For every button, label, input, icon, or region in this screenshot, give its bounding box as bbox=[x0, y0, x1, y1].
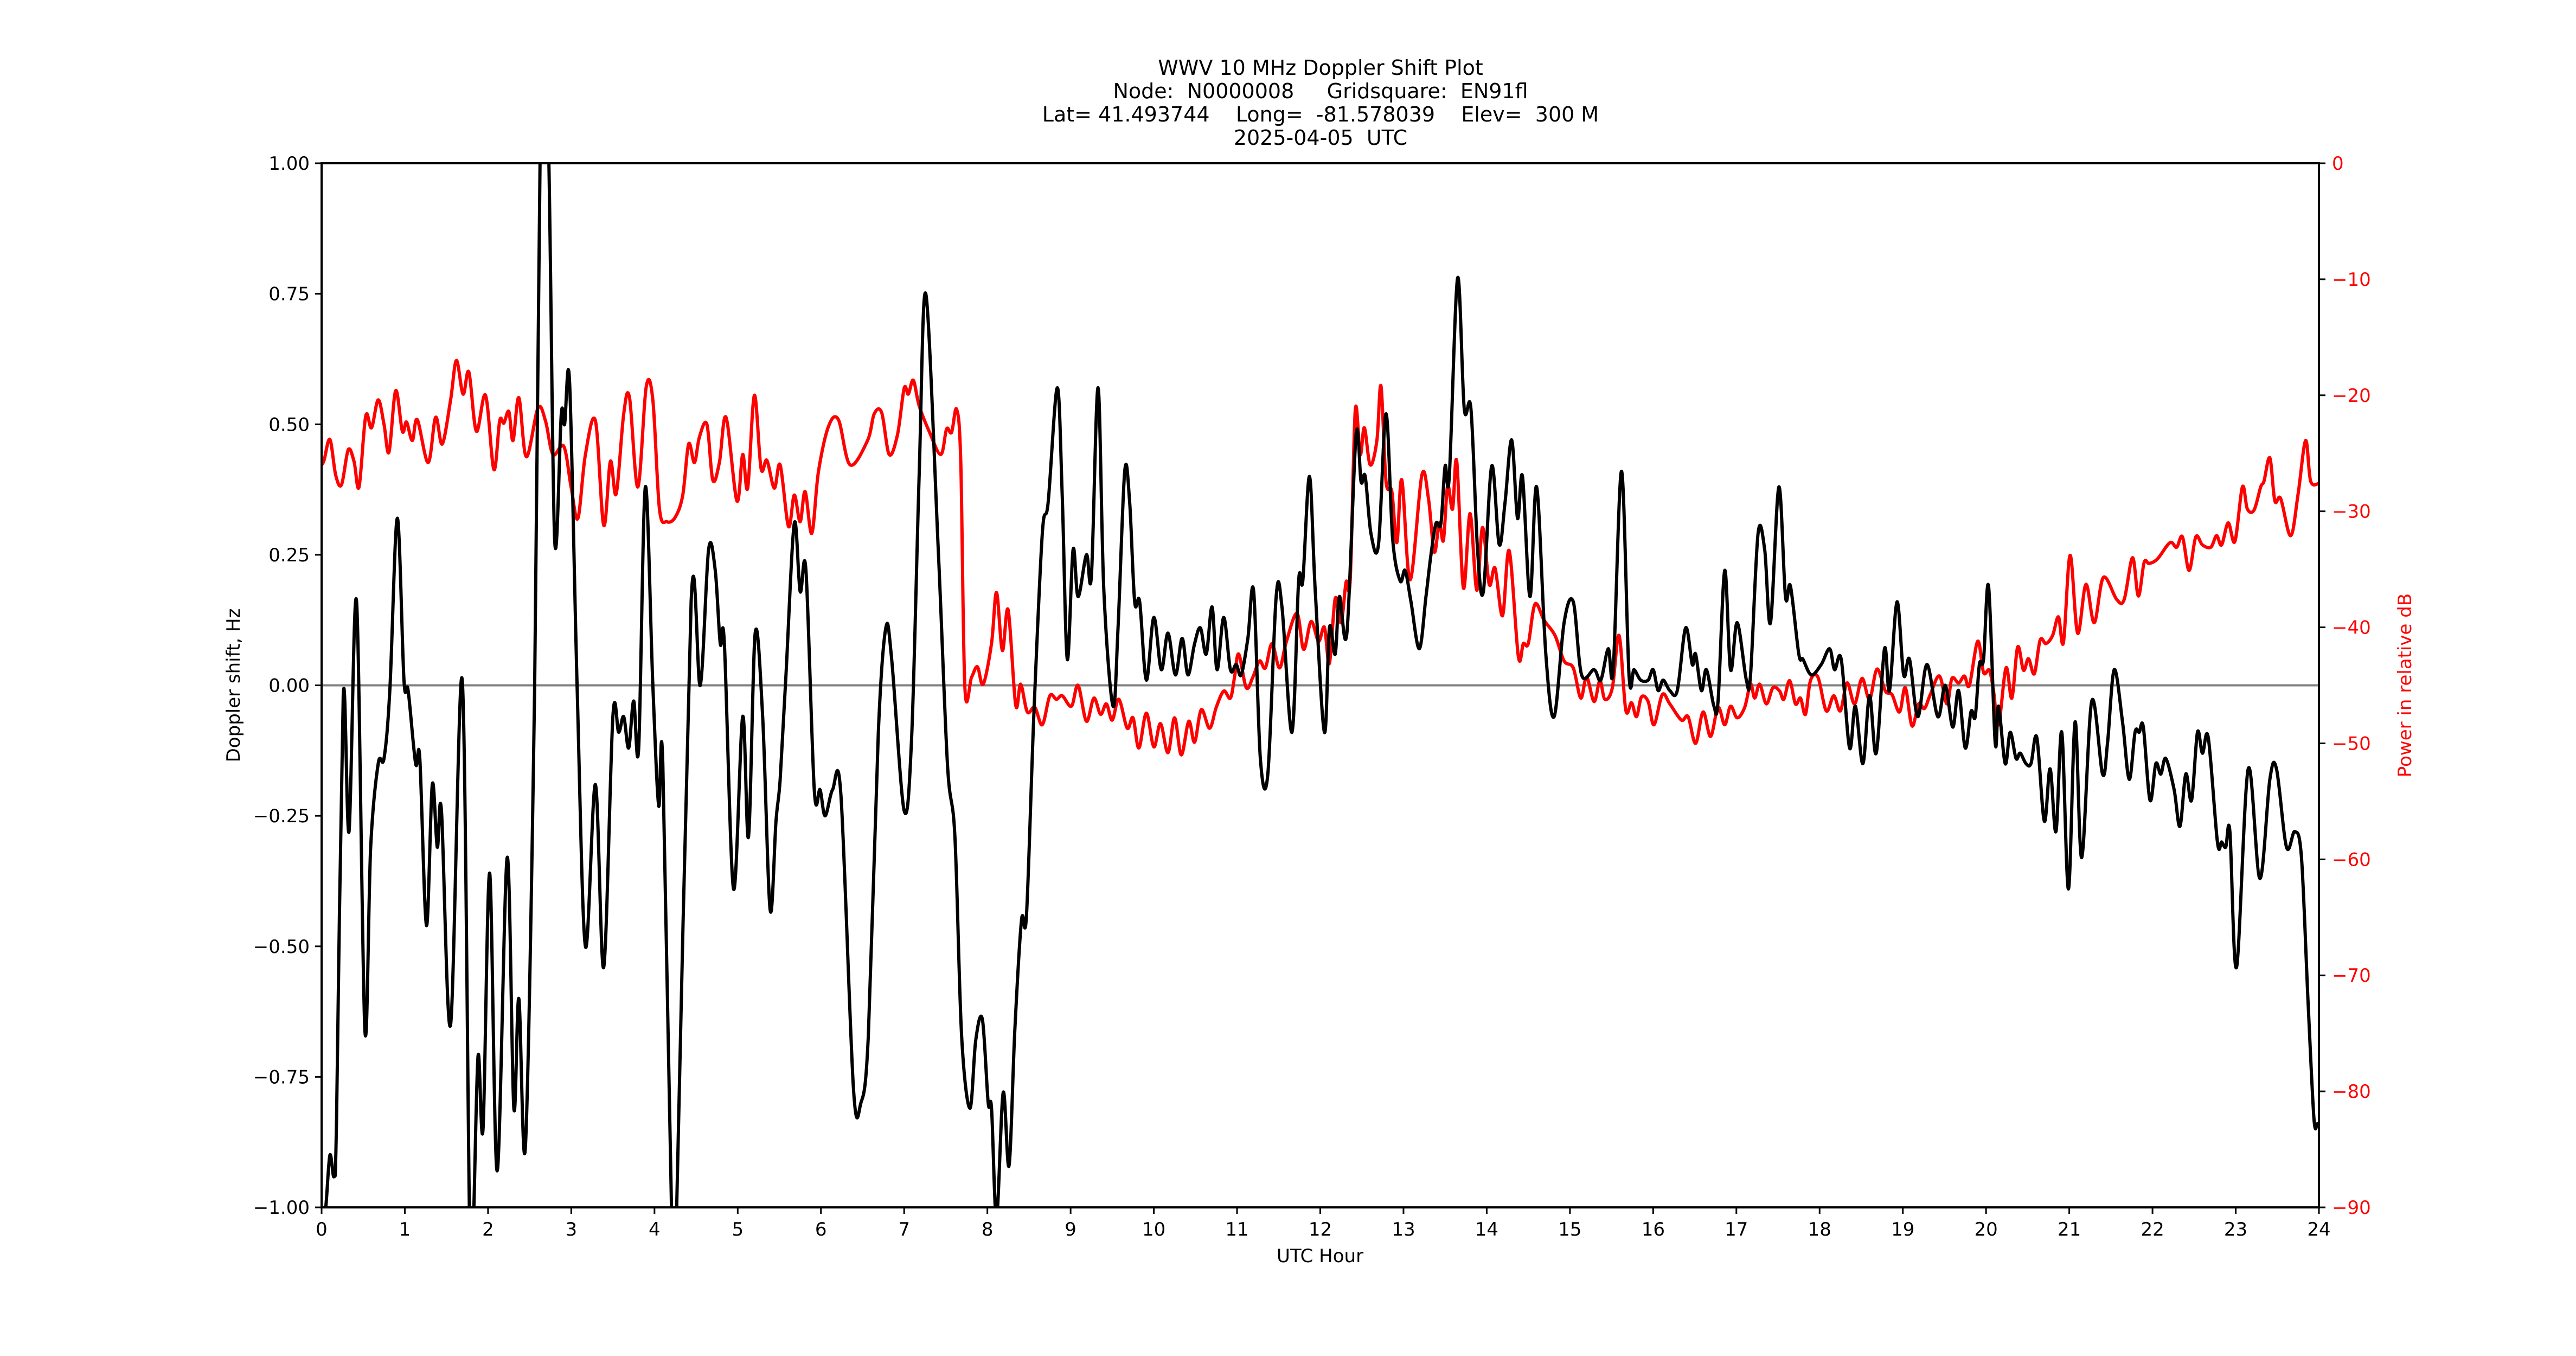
plot-area bbox=[321, 162, 2320, 1208]
x-tick-label: 14 bbox=[1475, 1219, 1498, 1240]
x-tick-label: 20 bbox=[1975, 1219, 1998, 1240]
x-tick-label: 18 bbox=[1808, 1219, 1831, 1240]
y-tick-label: 0.25 bbox=[268, 545, 310, 566]
y2-tick-label: −90 bbox=[2332, 1197, 2371, 1219]
y2-tick-label: −50 bbox=[2332, 733, 2371, 754]
x-tick-label: 12 bbox=[1309, 1219, 1332, 1240]
y-tick-label: −0.50 bbox=[253, 936, 310, 958]
x-tick-label: 2 bbox=[482, 1219, 494, 1240]
x-tick-label: 21 bbox=[2058, 1219, 2081, 1240]
y2-tick-label: −80 bbox=[2332, 1081, 2371, 1103]
y-axis-left-ticks: 1.00 0.75 0.50 0.25 0.00 −0.25 −0.50 −0.75 −1.00 bbox=[253, 153, 322, 1219]
x-tick-label: 0 bbox=[316, 1219, 328, 1240]
y-axis-left-label: Doppler shift, Hz bbox=[223, 609, 245, 763]
x-tick-label: 7 bbox=[898, 1219, 910, 1240]
y2-tick-label: −20 bbox=[2332, 385, 2371, 407]
y2-tick-label: −40 bbox=[2332, 617, 2371, 639]
y-tick-label: 0.00 bbox=[268, 675, 310, 697]
x-tick-label: 9 bbox=[1065, 1219, 1076, 1240]
doppler-series-line bbox=[324, 163, 2319, 1207]
x-tick-label: 4 bbox=[649, 1219, 661, 1240]
power-series-line bbox=[322, 359, 2319, 757]
y-tick-label: −0.75 bbox=[253, 1066, 310, 1088]
y2-tick-label: −60 bbox=[2332, 849, 2371, 871]
y-tick-label: −0.25 bbox=[253, 805, 310, 827]
x-tick-label: 17 bbox=[1725, 1219, 1748, 1240]
title-line-node: Node: N0000008 Gridsquare: EN91fl bbox=[1113, 79, 1528, 103]
x-tick-label: 15 bbox=[1558, 1219, 1581, 1240]
y-tick-label: −1.00 bbox=[253, 1197, 310, 1219]
x-tick-label: 16 bbox=[1642, 1219, 1665, 1240]
y2-tick-label: −30 bbox=[2332, 501, 2371, 523]
y2-tick-label: −70 bbox=[2332, 965, 2371, 987]
title-line-location: Lat= 41.493744 Long= -81.578039 Elev= 30… bbox=[1042, 103, 1599, 126]
x-tick-label: 11 bbox=[1225, 1219, 1248, 1240]
x-tick-label: 10 bbox=[1142, 1219, 1165, 1240]
y-tick-label: 1.00 bbox=[268, 153, 310, 175]
x-tick-label: 22 bbox=[2141, 1219, 2164, 1240]
x-tick-label: 5 bbox=[732, 1219, 744, 1240]
x-tick-label: 19 bbox=[1891, 1219, 1914, 1240]
x-axis-label: UTC Hour bbox=[1277, 1245, 1363, 1267]
y2-tick-label: 0 bbox=[2332, 153, 2344, 175]
x-tick-label: 3 bbox=[566, 1219, 578, 1240]
x-tick-label: 23 bbox=[2224, 1219, 2247, 1240]
x-tick-label: 8 bbox=[982, 1219, 994, 1240]
y2-tick-label: −10 bbox=[2332, 269, 2371, 291]
chart-title: WWV 10 MHz Doppler Shift Plot Node: N000… bbox=[0, 56, 2576, 150]
y-axis-right-ticks: 0 −10 −20 −30 −40 −50 −60 −70 −80 −90 bbox=[2319, 153, 2371, 1219]
y-tick-label: 0.75 bbox=[268, 284, 310, 305]
x-tick-label: 24 bbox=[2307, 1219, 2330, 1240]
title-line-date: 2025-04-05 UTC bbox=[1233, 126, 1408, 150]
x-tick-label: 13 bbox=[1392, 1219, 1415, 1240]
x-axis-ticks: 0 1 2 3 4 5 6 7 8 9 10 11 12 13 14 15 16 17 18 19 20 21 22 23 24 bbox=[316, 1207, 2331, 1240]
title-line-main: WWV 10 MHz Doppler Shift Plot bbox=[1158, 56, 1483, 80]
x-tick-label: 6 bbox=[815, 1219, 827, 1240]
y-tick-label: 0.50 bbox=[268, 414, 310, 436]
y-axis-right-label: Power in relative dB bbox=[2394, 593, 2416, 777]
x-tick-label: 1 bbox=[399, 1219, 411, 1240]
